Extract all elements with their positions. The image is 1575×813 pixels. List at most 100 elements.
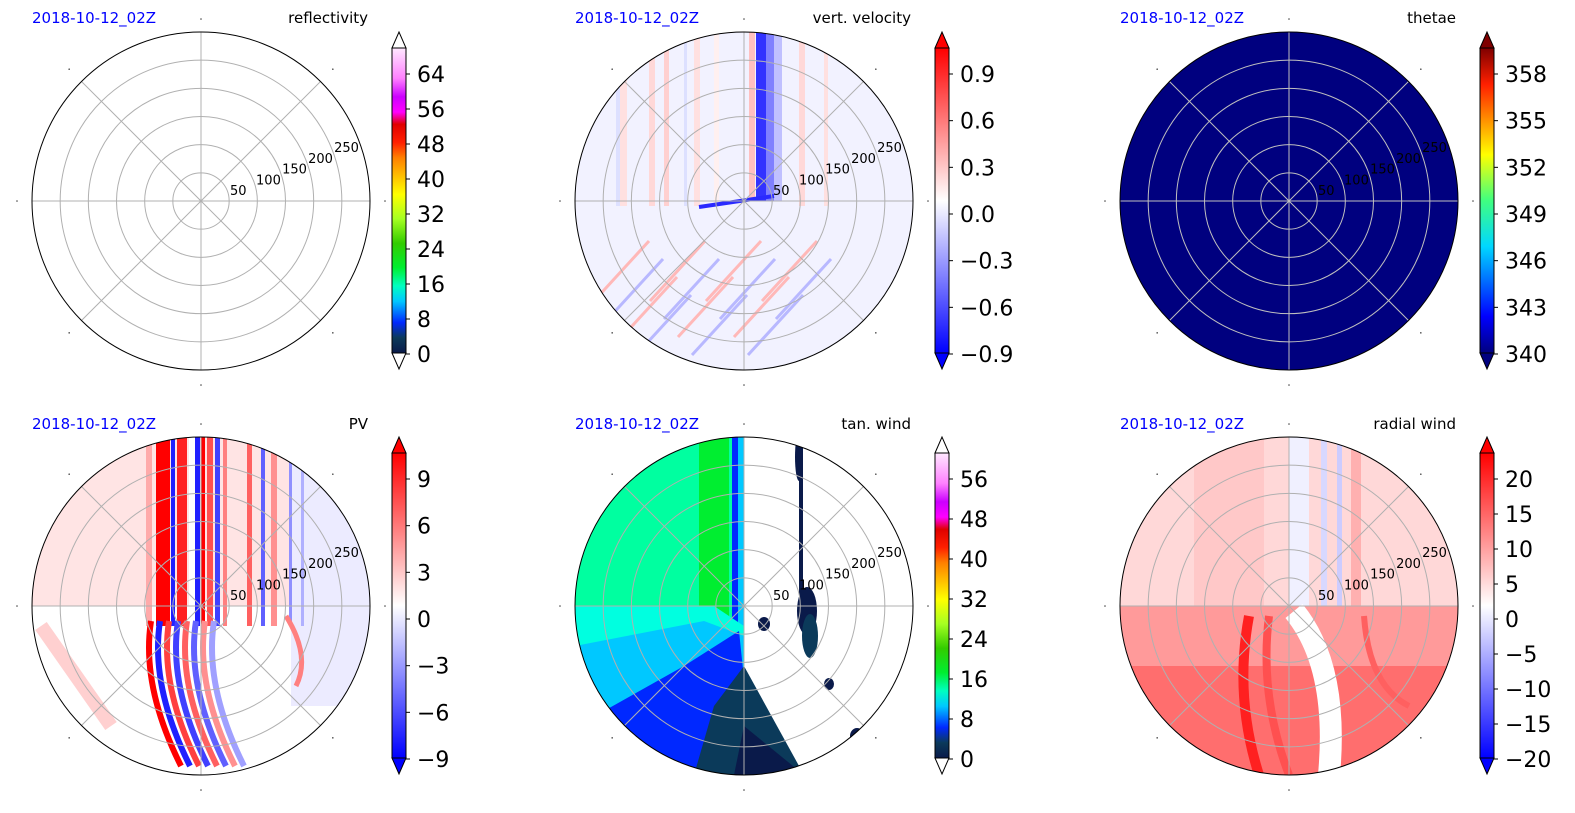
field-blob xyxy=(802,614,818,658)
ring-label: 250 xyxy=(334,141,359,156)
angle-tick-dot xyxy=(559,605,561,607)
colorbar-tick-label: −20 xyxy=(1505,748,1551,773)
ring-label: 100 xyxy=(1344,578,1369,593)
ring-label: 200 xyxy=(308,557,333,572)
angle-tick-dot xyxy=(1472,200,1474,202)
field-blob xyxy=(799,447,803,596)
field-pv-band xyxy=(215,437,220,626)
angle-tick-dot xyxy=(927,200,929,202)
angle-tick-dot xyxy=(1420,68,1422,70)
angle-tick-dot xyxy=(68,68,70,70)
polar-frame xyxy=(31,436,371,776)
colorbar-tick-label: 48 xyxy=(960,508,988,533)
angle-tick-dot xyxy=(1420,737,1422,739)
field-white-arc xyxy=(1285,604,1342,775)
angle-tick-dot xyxy=(1472,605,1474,607)
field-north-band xyxy=(1194,437,1264,606)
colorbar-extend-bottom xyxy=(391,757,407,776)
angle-tick-dot xyxy=(875,737,877,739)
colorbar-tick-label: 8 xyxy=(960,708,974,733)
colorbar-extend-top xyxy=(934,435,950,454)
field-pv-band xyxy=(195,437,200,626)
colorbar-tick-label: 340 xyxy=(1505,343,1547,368)
field-streak xyxy=(694,32,700,206)
colorbar-bar xyxy=(934,452,950,759)
field-downdraft-column xyxy=(766,32,774,201)
colorbar-tick-label: 20 xyxy=(1505,468,1533,493)
colorbar-tick-label: 16 xyxy=(960,668,988,693)
grid-spoke xyxy=(200,81,321,202)
colorbar-extend-bottom xyxy=(391,352,407,371)
field-streak xyxy=(774,257,833,321)
panel-title: PV xyxy=(349,415,369,433)
polar-frame xyxy=(574,436,914,776)
field-north-band xyxy=(1289,437,1309,606)
grid-spoke xyxy=(624,81,745,202)
angle-tick-dot xyxy=(1288,384,1290,386)
panel-timestamp: 2018-10-12_02Z xyxy=(32,9,156,28)
field-streak xyxy=(760,239,819,303)
ring-label: 250 xyxy=(334,546,359,561)
field-pv-band xyxy=(146,620,184,768)
colorbar-tick-label: 352 xyxy=(1505,156,1547,181)
colorbar-extend-bottom xyxy=(1479,757,1495,776)
panel-timestamp: 2018-10-12_02Z xyxy=(1120,415,1244,434)
colorbar-tick-label: 0.3 xyxy=(960,156,995,181)
angle-tick-dot xyxy=(200,18,202,20)
colorbar-tick-label: 32 xyxy=(960,588,988,613)
colorbar-tick-label: 40 xyxy=(960,548,988,573)
polar-frame xyxy=(1119,436,1459,776)
grid-spoke xyxy=(81,605,202,726)
ring-label: 50 xyxy=(230,589,247,604)
angle-tick-dot xyxy=(68,737,70,739)
colorbar-tick-label: 15 xyxy=(1505,503,1533,528)
colorbar: 20 15 10 5 0 −5 −10 −15 −20 xyxy=(1479,435,1551,776)
colorbar-bar xyxy=(391,47,407,354)
grid-spoke xyxy=(81,81,202,202)
angle-tick-dot xyxy=(200,423,202,425)
field-streak xyxy=(746,293,805,357)
panel-timestamp: 2018-10-12_02Z xyxy=(32,415,156,434)
colorbar-tick-label: 56 xyxy=(960,468,988,493)
ring-label: 50 xyxy=(773,589,790,604)
colorbar: 9 6 3 0 −3 −6 −9 xyxy=(391,435,449,776)
field-pv-band xyxy=(261,437,265,626)
polar-grid xyxy=(32,32,370,370)
field-pv-band xyxy=(171,437,175,626)
grid-spoke xyxy=(1169,81,1290,202)
angle-tick-dot xyxy=(68,473,70,475)
ring-label: 150 xyxy=(282,163,307,178)
field-red-arc xyxy=(1361,615,1411,709)
colorbar: 0.9 0.6 0.3 0.0 −0.3 −0.6 −0.9 xyxy=(934,30,1013,371)
field-pv-band xyxy=(271,437,277,626)
angle-tick-dot xyxy=(1420,332,1422,334)
grid-spoke xyxy=(81,200,202,321)
colorbar-extend-top xyxy=(1479,30,1495,49)
field-pv-band xyxy=(247,437,252,626)
grid-spoke xyxy=(81,486,202,607)
field-streak xyxy=(704,239,763,303)
ring-label: 50 xyxy=(1318,184,1335,199)
colorbar: 358 355 352 349 346 343 340 xyxy=(1479,30,1547,371)
colorbar-extend-top xyxy=(934,30,950,49)
panel-title: reflectivity xyxy=(288,9,368,27)
angle-tick-dot xyxy=(743,423,745,425)
colorbar-bar xyxy=(1479,452,1495,759)
grid-spoke xyxy=(200,200,321,321)
angle-tick-dot xyxy=(743,789,745,791)
colorbar-tick-label: −0.6 xyxy=(960,296,1013,321)
angle-tick-dot xyxy=(1288,18,1290,20)
field-red-arc xyxy=(1262,615,1293,775)
field-streak xyxy=(648,239,707,303)
angle-tick-dot xyxy=(1156,332,1158,334)
angle-tick-dot xyxy=(875,473,877,475)
polar-grid xyxy=(575,32,913,370)
angle-tick-dot xyxy=(68,332,70,334)
polar-grid xyxy=(575,437,913,775)
ring-label: 150 xyxy=(825,568,850,583)
field-north-band xyxy=(1351,437,1361,606)
colorbar-tick-label: 10 xyxy=(1505,538,1533,563)
colorbar-tick-label: 0 xyxy=(417,343,431,368)
